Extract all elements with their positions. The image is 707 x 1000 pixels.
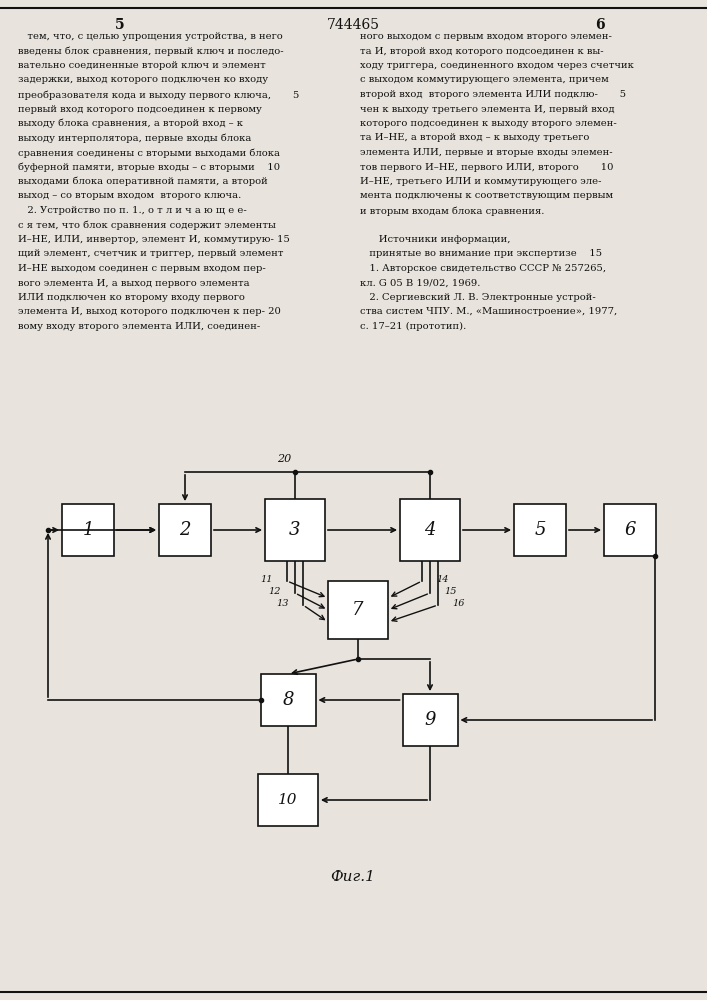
Text: 1: 1: [82, 521, 94, 539]
Text: 2. Сергиевский Л. В. Электронные устрой-: 2. Сергиевский Л. В. Электронные устрой-: [360, 293, 596, 302]
Bar: [328, 581, 388, 639]
Text: Источники информации,: Источники информации,: [360, 235, 510, 244]
Text: та И, второй вход которого подсоединен к вы-: та И, второй вход которого подсоединен к…: [360, 46, 604, 55]
Text: Фиг.1: Фиг.1: [331, 870, 375, 884]
Bar: [514, 504, 566, 556]
Text: 5: 5: [534, 521, 546, 539]
Text: 1. Авторское свидетельство СССР № 257265,: 1. Авторское свидетельство СССР № 257265…: [360, 264, 606, 273]
Text: чен к выходу третьего элемента И, первый вход: чен к выходу третьего элемента И, первый…: [360, 104, 614, 113]
Text: с я тем, что блок сравнения содержит элементы: с я тем, что блок сравнения содержит эле…: [18, 221, 276, 230]
Text: 3: 3: [289, 521, 300, 539]
Text: кл. G 05 B 19/02, 1969.: кл. G 05 B 19/02, 1969.: [360, 278, 480, 288]
Text: элемента И, выход которого подключен к пер- 20: элемента И, выход которого подключен к п…: [18, 308, 281, 316]
Bar: [62, 504, 114, 556]
Text: принятые во внимание при экспертизе    15: принятые во внимание при экспертизе 15: [360, 249, 602, 258]
Text: И–НЕ, ИЛИ, инвертор, элемент И, коммутирую- 15: И–НЕ, ИЛИ, инвертор, элемент И, коммутир…: [18, 235, 290, 244]
Bar: [400, 499, 460, 561]
Text: 15: 15: [444, 586, 457, 595]
Text: 10: 10: [279, 793, 298, 807]
Text: 8: 8: [282, 691, 293, 709]
Text: введены блок сравнения, первый ключ и последо-: введены блок сравнения, первый ключ и по…: [18, 46, 284, 56]
Text: буферной памяти, вторые входы – с вторыми    10: буферной памяти, вторые входы – с вторым…: [18, 162, 280, 172]
Bar: [265, 499, 325, 561]
Text: задержки, выход которого подключен ко входу: задержки, выход которого подключен ко вх…: [18, 76, 268, 85]
Text: которого подсоединен к выходу второго элемен-: которого подсоединен к выходу второго эл…: [360, 119, 617, 128]
Text: 20: 20: [276, 454, 291, 464]
Text: преобразователя кода и выходу первого ключа,       5: преобразователя кода и выходу первого кл…: [18, 90, 299, 100]
Bar: [260, 674, 315, 726]
Text: 2. Устройство по п. 1., о т л и ч а ю щ е е-: 2. Устройство по п. 1., о т л и ч а ю щ …: [18, 206, 247, 215]
Text: 7: 7: [352, 601, 363, 619]
Text: 2: 2: [180, 521, 191, 539]
Text: элемента ИЛИ, первые и вторые входы элемен-: элемента ИЛИ, первые и вторые входы элем…: [360, 148, 613, 157]
Text: с выходом коммутирующего элемента, причем: с выходом коммутирующего элемента, приче…: [360, 76, 609, 85]
Text: и вторым входам блока сравнения.: и вторым входам блока сравнения.: [360, 206, 544, 216]
Text: 6: 6: [624, 521, 636, 539]
Text: щий элемент, счетчик и триггер, первый элемент: щий элемент, счетчик и триггер, первый э…: [18, 249, 284, 258]
Text: И–НЕ, третьего ИЛИ и коммутирующего эле-: И–НЕ, третьего ИЛИ и коммутирующего эле-: [360, 177, 602, 186]
Text: И–НЕ выходом соединен с первым входом пер-: И–НЕ выходом соединен с первым входом пе…: [18, 264, 266, 273]
Text: сравнения соединены с вторыми выходами блока: сравнения соединены с вторыми выходами б…: [18, 148, 280, 157]
Bar: [402, 694, 457, 746]
Text: 6: 6: [595, 18, 604, 32]
Text: вого элемента И, а выход первого элемента: вого элемента И, а выход первого элемент…: [18, 278, 250, 288]
Text: выход – со вторым входом  второго ключа.: выход – со вторым входом второго ключа.: [18, 192, 241, 200]
Text: 11: 11: [260, 574, 273, 584]
Text: ства систем ЧПУ. М., «Машиностроение», 1977,: ства систем ЧПУ. М., «Машиностроение», 1…: [360, 308, 617, 316]
Text: выходу блока сравнения, а второй вход – к: выходу блока сравнения, а второй вход – …: [18, 119, 243, 128]
Text: первый вход которого подсоединен к первому: первый вход которого подсоединен к перво…: [18, 104, 262, 113]
Bar: [159, 504, 211, 556]
Text: 14: 14: [436, 574, 448, 584]
Text: мента подключены к соответствующим первым: мента подключены к соответствующим первы…: [360, 192, 613, 200]
Text: 12: 12: [269, 586, 281, 595]
Text: выходами блока оперативной памяти, а второй: выходами блока оперативной памяти, а вто…: [18, 177, 268, 186]
Bar: [258, 774, 318, 826]
Text: 5: 5: [115, 18, 125, 32]
Text: тов первого И–НЕ, первого ИЛИ, второго       10: тов первого И–НЕ, первого ИЛИ, второго 1…: [360, 162, 614, 172]
Text: ИЛИ подключен ко второму входу первого: ИЛИ подключен ко второму входу первого: [18, 293, 245, 302]
Text: тем, что, с целью упрощения устройства, в него: тем, что, с целью упрощения устройства, …: [18, 32, 283, 41]
Bar: [604, 504, 656, 556]
Text: вательно соединенные второй ключ и элемент: вательно соединенные второй ключ и элеме…: [18, 61, 266, 70]
Text: 13: 13: [276, 598, 289, 607]
Text: 9: 9: [424, 711, 436, 729]
Text: с. 17–21 (прототип).: с. 17–21 (прототип).: [360, 322, 466, 331]
Text: та И–НЕ, а второй вход – к выходу третьего: та И–НЕ, а второй вход – к выходу третье…: [360, 133, 590, 142]
Text: ного выходом с первым входом второго элемен-: ного выходом с первым входом второго эле…: [360, 32, 612, 41]
Text: выходу интерполятора, первые входы блока: выходу интерполятора, первые входы блока: [18, 133, 252, 143]
Text: 4: 4: [424, 521, 436, 539]
Text: 744465: 744465: [327, 18, 380, 32]
Text: вому входу второго элемента ИЛИ, соединен-: вому входу второго элемента ИЛИ, соедине…: [18, 322, 260, 331]
Text: второй вход  второго элемента ИЛИ подклю-       5: второй вход второго элемента ИЛИ подклю-…: [360, 90, 626, 99]
Text: ходу триггера, соединенного входом через счетчик: ходу триггера, соединенного входом через…: [360, 61, 634, 70]
Text: 16: 16: [452, 598, 464, 607]
